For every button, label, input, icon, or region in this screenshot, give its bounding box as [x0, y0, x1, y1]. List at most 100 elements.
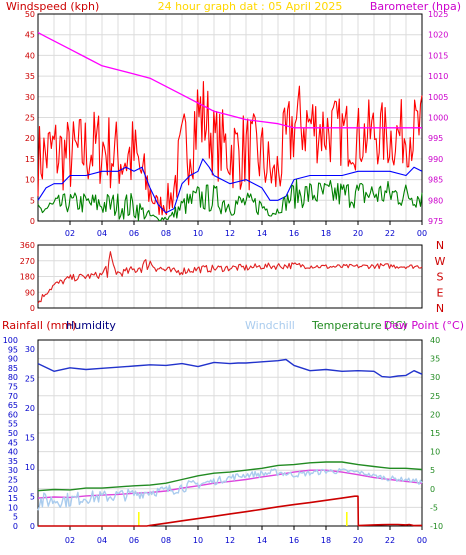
humidity-tick-label: 30: [25, 345, 35, 354]
temperature-tick-label: 30: [430, 373, 440, 382]
x-tick-label: 06: [129, 536, 139, 545]
series-rainfall-mm: [38, 495, 423, 527]
y2-tick-label: 1010: [428, 72, 448, 81]
y2-tick-label: 1025: [428, 10, 448, 19]
y-tick-label: 0: [30, 304, 35, 313]
x-tick-label: 12: [225, 536, 235, 545]
temperature-tick-label: 35: [430, 355, 440, 364]
rain-tick-label: 75: [8, 383, 18, 392]
wind-panel: 0510152025303540455097598098599099510001…: [25, 10, 449, 238]
humidity-tick-label: 20: [25, 404, 35, 413]
temperature-tick-label: 5: [430, 466, 435, 475]
rainfall-axis-title: Rainfall (mm): [2, 319, 76, 332]
temperature-tick-label: 25: [430, 392, 440, 401]
series-temperature-c: [37, 461, 423, 492]
y-tick-label: 15: [25, 155, 35, 164]
rain-tick-label: 70: [8, 392, 18, 401]
x-tick-label: 08: [161, 229, 171, 238]
series-windchill: [37, 468, 423, 511]
compass-label: E: [437, 286, 444, 299]
rain-tick-label: 55: [8, 420, 18, 429]
windchill-axis-title: Windchill: [245, 319, 295, 332]
rain-tick-label: 95: [8, 345, 18, 354]
y-tick-label: 360: [20, 241, 35, 250]
series-windspeed-kph: [37, 81, 423, 216]
y-tick-label: 50: [25, 10, 35, 19]
rain-tick-label: 0: [13, 522, 18, 531]
humidity-tick-label: 15: [25, 433, 35, 442]
y2-tick-label: 980: [428, 196, 443, 205]
y2-tick-label: 995: [428, 134, 443, 143]
temperature-tick-label: -10: [430, 522, 443, 531]
dewpoint-axis-title: Dew Point (°C): [384, 319, 464, 332]
x-tick-label: 10: [193, 536, 203, 545]
rain-tick-label: 45: [8, 438, 18, 447]
series-low-wind: [37, 179, 423, 222]
rain-tick-label: 65: [8, 401, 18, 410]
x-tick-label: 14: [257, 536, 267, 545]
y-tick-label: 35: [25, 72, 35, 81]
y-tick-label: 270: [20, 257, 35, 266]
rain-tick-label: 25: [8, 476, 18, 485]
x-tick-label: 04: [97, 229, 107, 238]
x-tick-label: 08: [161, 536, 171, 545]
rain-tick-label: 85: [8, 364, 18, 373]
compass-label: N: [436, 239, 444, 252]
temperature-tick-label: 20: [430, 410, 440, 419]
rain-tick-label: 90: [8, 355, 18, 364]
x-tick-label: 14: [257, 229, 267, 238]
y2-tick-label: 1005: [428, 93, 448, 102]
y2-tick-label: 990: [428, 155, 443, 164]
series-barometer-hpa: [37, 32, 422, 129]
rain-tick-label: 100: [3, 336, 18, 345]
x-tick-label: 00: [417, 536, 427, 545]
y-tick-label: 90: [25, 288, 35, 297]
x-tick-label: 16: [289, 229, 299, 238]
x-tick-label: 04: [97, 536, 107, 545]
y2-tick-label: 985: [428, 176, 443, 185]
y-tick-label: 40: [25, 51, 35, 60]
series-wind-direction: [37, 251, 423, 304]
humidity-tick-label: 0: [30, 522, 35, 531]
y-tick-label: 180: [20, 273, 35, 282]
rain-tick-label: 20: [8, 485, 18, 494]
temperature-tick-label: 15: [430, 429, 440, 438]
x-tick-label: 22: [385, 229, 395, 238]
y-tick-label: 20: [25, 134, 35, 143]
compass-label: S: [437, 271, 444, 284]
y-tick-label: 45: [25, 31, 35, 40]
rain-tick-label: 60: [8, 410, 18, 419]
y2-tick-label: 1000: [428, 114, 448, 123]
rain-tick-label: 5: [13, 513, 18, 522]
humidity-tick-label: 10: [25, 463, 35, 472]
humidity-tick-label: 25: [25, 374, 35, 383]
plot-frame: [37, 244, 423, 309]
temperature-tick-label: -5: [430, 503, 438, 512]
y-tick-label: 30: [25, 93, 35, 102]
rain-tick-label: 10: [8, 503, 18, 512]
series-humidity: [37, 358, 423, 378]
compass-label: W: [435, 255, 446, 268]
rain-tick-label: 40: [8, 448, 18, 457]
y-tick-label: 5: [30, 196, 35, 205]
x-tick-label: 02: [65, 229, 75, 238]
y2-tick-label: 1015: [428, 51, 448, 60]
rain-temperature-panel: -10-505101520253035400510152025303540455…: [3, 336, 443, 545]
temperature-tick-label: 10: [430, 448, 440, 457]
y2-tick-label: 975: [428, 217, 443, 226]
x-tick-label: 22: [385, 536, 395, 545]
rain-tick-label: 15: [8, 494, 18, 503]
x-tick-label: 18: [321, 229, 331, 238]
chart-title: 24 hour graph dat : 05 April 2025: [158, 0, 343, 13]
series-average-wind: [37, 158, 423, 214]
y-tick-label: 0: [30, 217, 35, 226]
y-tick-label: 25: [25, 114, 35, 123]
x-tick-label: 20: [353, 536, 363, 545]
rain-tick-label: 30: [8, 466, 18, 475]
x-tick-label: 18: [321, 536, 331, 545]
humidity-tick-label: 5: [30, 492, 35, 501]
x-tick-label: 12: [225, 229, 235, 238]
